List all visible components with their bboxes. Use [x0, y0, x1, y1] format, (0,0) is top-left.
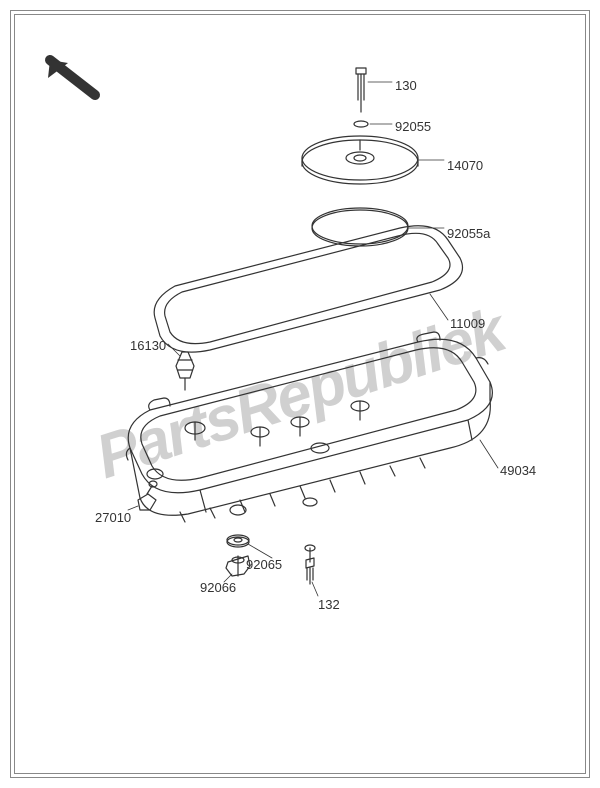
- part-valve-16130: [176, 352, 194, 390]
- part-oring-92055a: [312, 208, 408, 246]
- label-92065: 92065: [246, 557, 282, 572]
- label-130: 130: [395, 78, 417, 93]
- arrow-icon: [48, 60, 95, 95]
- part-switch-27010: [138, 481, 157, 510]
- label-16130: 16130: [130, 338, 166, 353]
- part-oring-92055: [354, 121, 368, 127]
- label-92055a: 92055a: [447, 226, 490, 241]
- label-132: 132: [318, 597, 340, 612]
- label-92066: 92066: [200, 580, 236, 595]
- label-11009: 11009: [450, 316, 485, 331]
- part-gasket-11009: [154, 226, 462, 352]
- part-bolt-130: [356, 68, 366, 112]
- exploded-diagram: [0, 0, 600, 788]
- part-bolt-132: [305, 545, 315, 584]
- label-27010: 27010: [95, 510, 131, 525]
- label-92055: 92055: [395, 119, 431, 134]
- part-washer-92065: [227, 535, 249, 547]
- label-14070: 14070: [447, 158, 483, 173]
- part-cap-14070: [302, 136, 418, 184]
- label-49034: 49034: [500, 463, 536, 478]
